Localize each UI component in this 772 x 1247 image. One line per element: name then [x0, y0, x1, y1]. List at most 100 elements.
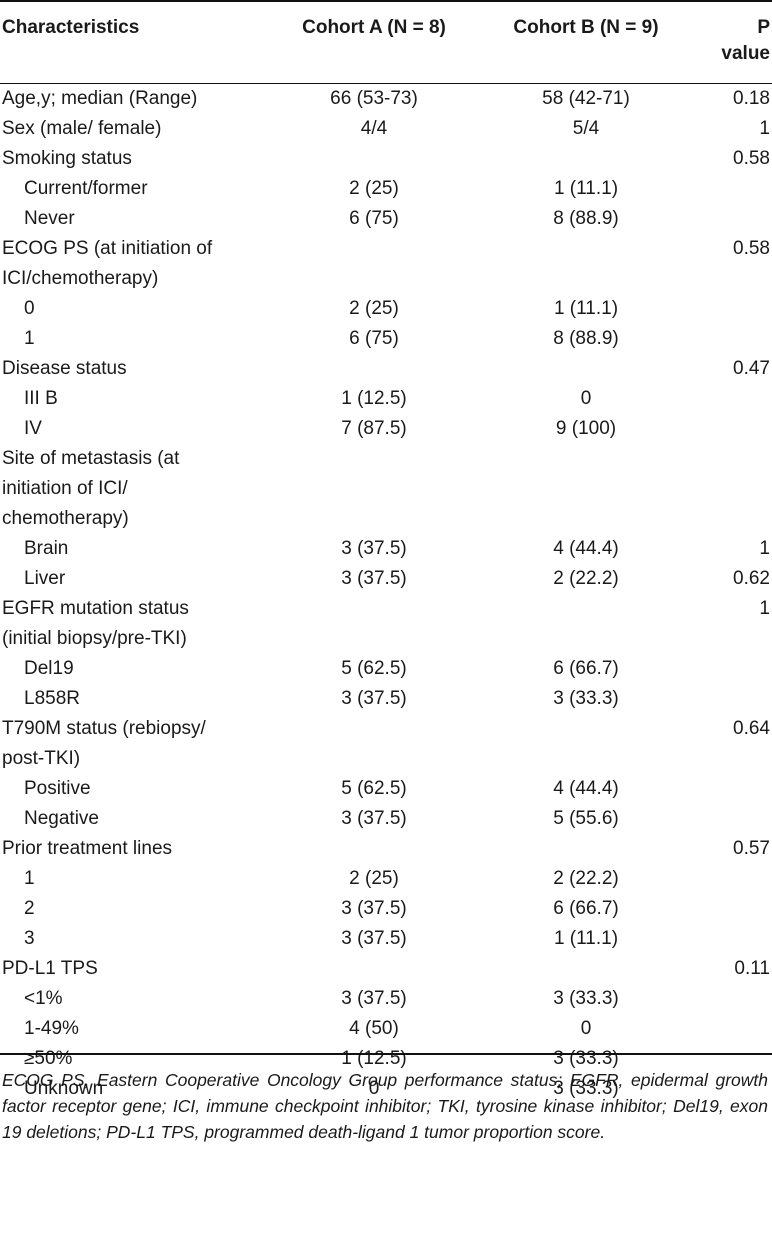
- table-row: Positive 5 (62.5) 4 (44.4): [0, 774, 772, 804]
- row-label: 1: [24, 868, 35, 889]
- cohort-b-value: 3 (33.3): [553, 688, 619, 709]
- p-value: [692, 504, 772, 534]
- cohort-b-value: [480, 264, 692, 294]
- cohort-a-value: 5 (62.5): [341, 658, 407, 679]
- cohort-b-value: 4 (44.4): [553, 778, 619, 799]
- table-row: Site of metastasis (at: [0, 444, 772, 474]
- table-row: ICI/chemotherapy): [0, 264, 772, 294]
- p-value: [692, 684, 772, 714]
- row-label: initiation of ICI/: [2, 478, 128, 499]
- cohort-b-value: [480, 624, 692, 654]
- row-label: Age,y; median (Range): [2, 88, 198, 109]
- table-row: ECOG PS (at initiation of 0.58: [0, 234, 772, 264]
- header-rule: [0, 83, 772, 84]
- cohort-a-value: 3 (37.5): [341, 688, 407, 709]
- p-value: [692, 864, 772, 894]
- p-value: 1: [759, 598, 770, 619]
- row-label: post-TKI): [2, 748, 81, 769]
- row-label: T790M status (rebiopsy/: [2, 718, 206, 739]
- row-label: Sex (male/ female): [2, 118, 162, 139]
- p-value: [692, 444, 772, 474]
- table-row: 0 2 (25) 1 (11.1): [0, 294, 772, 324]
- cohort-b-value: [480, 714, 692, 744]
- table-row: Prior treatment lines 0.57: [0, 834, 772, 864]
- row-label: <1%: [24, 988, 63, 1009]
- p-value: [692, 474, 772, 504]
- p-value: 0.58: [733, 238, 770, 259]
- cohort-a-value: [268, 144, 480, 174]
- cohort-b-value: 8 (88.9): [553, 208, 619, 229]
- cohort-a-value: 2 (25): [349, 178, 399, 199]
- cohort-a-value: [268, 264, 480, 294]
- cohort-b-value: 0: [580, 388, 592, 409]
- table-row: Disease status 0.47: [0, 354, 772, 384]
- row-label: ICI/chemotherapy): [2, 268, 159, 289]
- cohort-a-value: [268, 354, 480, 384]
- cohort-b-value: [480, 594, 692, 624]
- table-row: Liver 3 (37.5) 2 (22.2) 0.62: [0, 564, 772, 594]
- table-row: 1-49% 4 (50) 0: [0, 1014, 772, 1044]
- cohort-a-value: 7 (87.5): [341, 418, 407, 439]
- cohort-b-value: [480, 744, 692, 774]
- table-row: PD-L1 TPS 0.11: [0, 954, 772, 984]
- cohort-a-value: [268, 744, 480, 774]
- table-row: 1 6 (75) 8 (88.9): [0, 324, 772, 354]
- p-value: [692, 294, 772, 324]
- cohort-a-value: [268, 444, 480, 474]
- table-row: Current/former 2 (25) 1 (11.1): [0, 174, 772, 204]
- table-header: Characteristics Cohort A (N = 8) Cohort …: [0, 0, 772, 68]
- table-row: Smoking status 0.58: [0, 144, 772, 174]
- table-row: L858R 3 (37.5) 3 (33.3): [0, 684, 772, 714]
- p-value: [692, 174, 772, 204]
- cohort-b-value: 9 (100): [555, 418, 617, 439]
- cohort-b-value: 1 (11.1): [553, 928, 619, 949]
- cohort-a-value: 6 (75): [349, 208, 399, 229]
- table-row: <1% 3 (37.5) 3 (33.3): [0, 984, 772, 1014]
- p-value: [692, 264, 772, 294]
- table-row: Sex (male/ female) 4/4 5/4 1: [0, 114, 772, 144]
- table-row: chemotherapy): [0, 504, 772, 534]
- row-label: ECOG PS (at initiation of: [2, 238, 213, 259]
- p-value: [692, 204, 772, 234]
- cohort-b-value: 3 (33.3): [553, 1078, 619, 1099]
- cohort-b-value: [480, 504, 692, 534]
- p-value: [692, 984, 772, 1014]
- row-label: 2: [24, 898, 35, 919]
- table-footnote: ECOG PS, Eastern Cooperative Oncology Gr…: [2, 1070, 768, 1142]
- cohort-b-value: 1 (11.1): [553, 298, 619, 319]
- cohort-a-value: 0: [368, 1078, 380, 1099]
- cohort-b-value: [480, 954, 692, 984]
- row-label: Unknown: [24, 1078, 104, 1099]
- row-label: III B: [24, 388, 58, 409]
- p-value: 1: [759, 118, 770, 139]
- p-value: [692, 924, 772, 954]
- characteristics-table: Characteristics Cohort A (N = 8) Cohort …: [0, 0, 772, 1099]
- cohort-b-value: 5/4: [572, 118, 600, 139]
- cohort-a-value: 6 (75): [349, 328, 399, 349]
- row-label: PD-L1 TPS: [2, 958, 98, 979]
- table-row: Brain 3 (37.5) 4 (44.4) 1: [0, 534, 772, 564]
- cohort-b-value: [480, 444, 692, 474]
- table-row: initiation of ICI/: [0, 474, 772, 504]
- cohort-b-value: 6 (66.7): [553, 658, 619, 679]
- p-value: 0.62: [733, 568, 770, 589]
- spacer-cell: [0, 68, 772, 84]
- row-label: Site of metastasis (at: [2, 448, 180, 469]
- table-row: 3 3 (37.5) 1 (11.1): [0, 924, 772, 954]
- cohort-a-value: [268, 714, 480, 744]
- row-label: L858R: [24, 688, 80, 709]
- row-label: EGFR mutation status: [2, 598, 189, 619]
- row-label: Smoking status: [2, 148, 132, 169]
- cohort-b-value: 58 (42-71): [542, 88, 630, 109]
- header-cohort-b: Cohort B (N = 9): [513, 17, 659, 38]
- p-value: 1: [759, 538, 770, 559]
- row-label: (initial biopsy/pre-TKI): [2, 628, 187, 649]
- cohort-a-value: [268, 474, 480, 504]
- p-value: [692, 804, 772, 834]
- p-value: 0.47: [733, 358, 770, 379]
- row-label: 0: [24, 298, 35, 319]
- bottom-rule: [0, 1053, 772, 1055]
- p-value: 0.58: [733, 148, 770, 169]
- cohort-a-value: 3 (37.5): [341, 538, 407, 559]
